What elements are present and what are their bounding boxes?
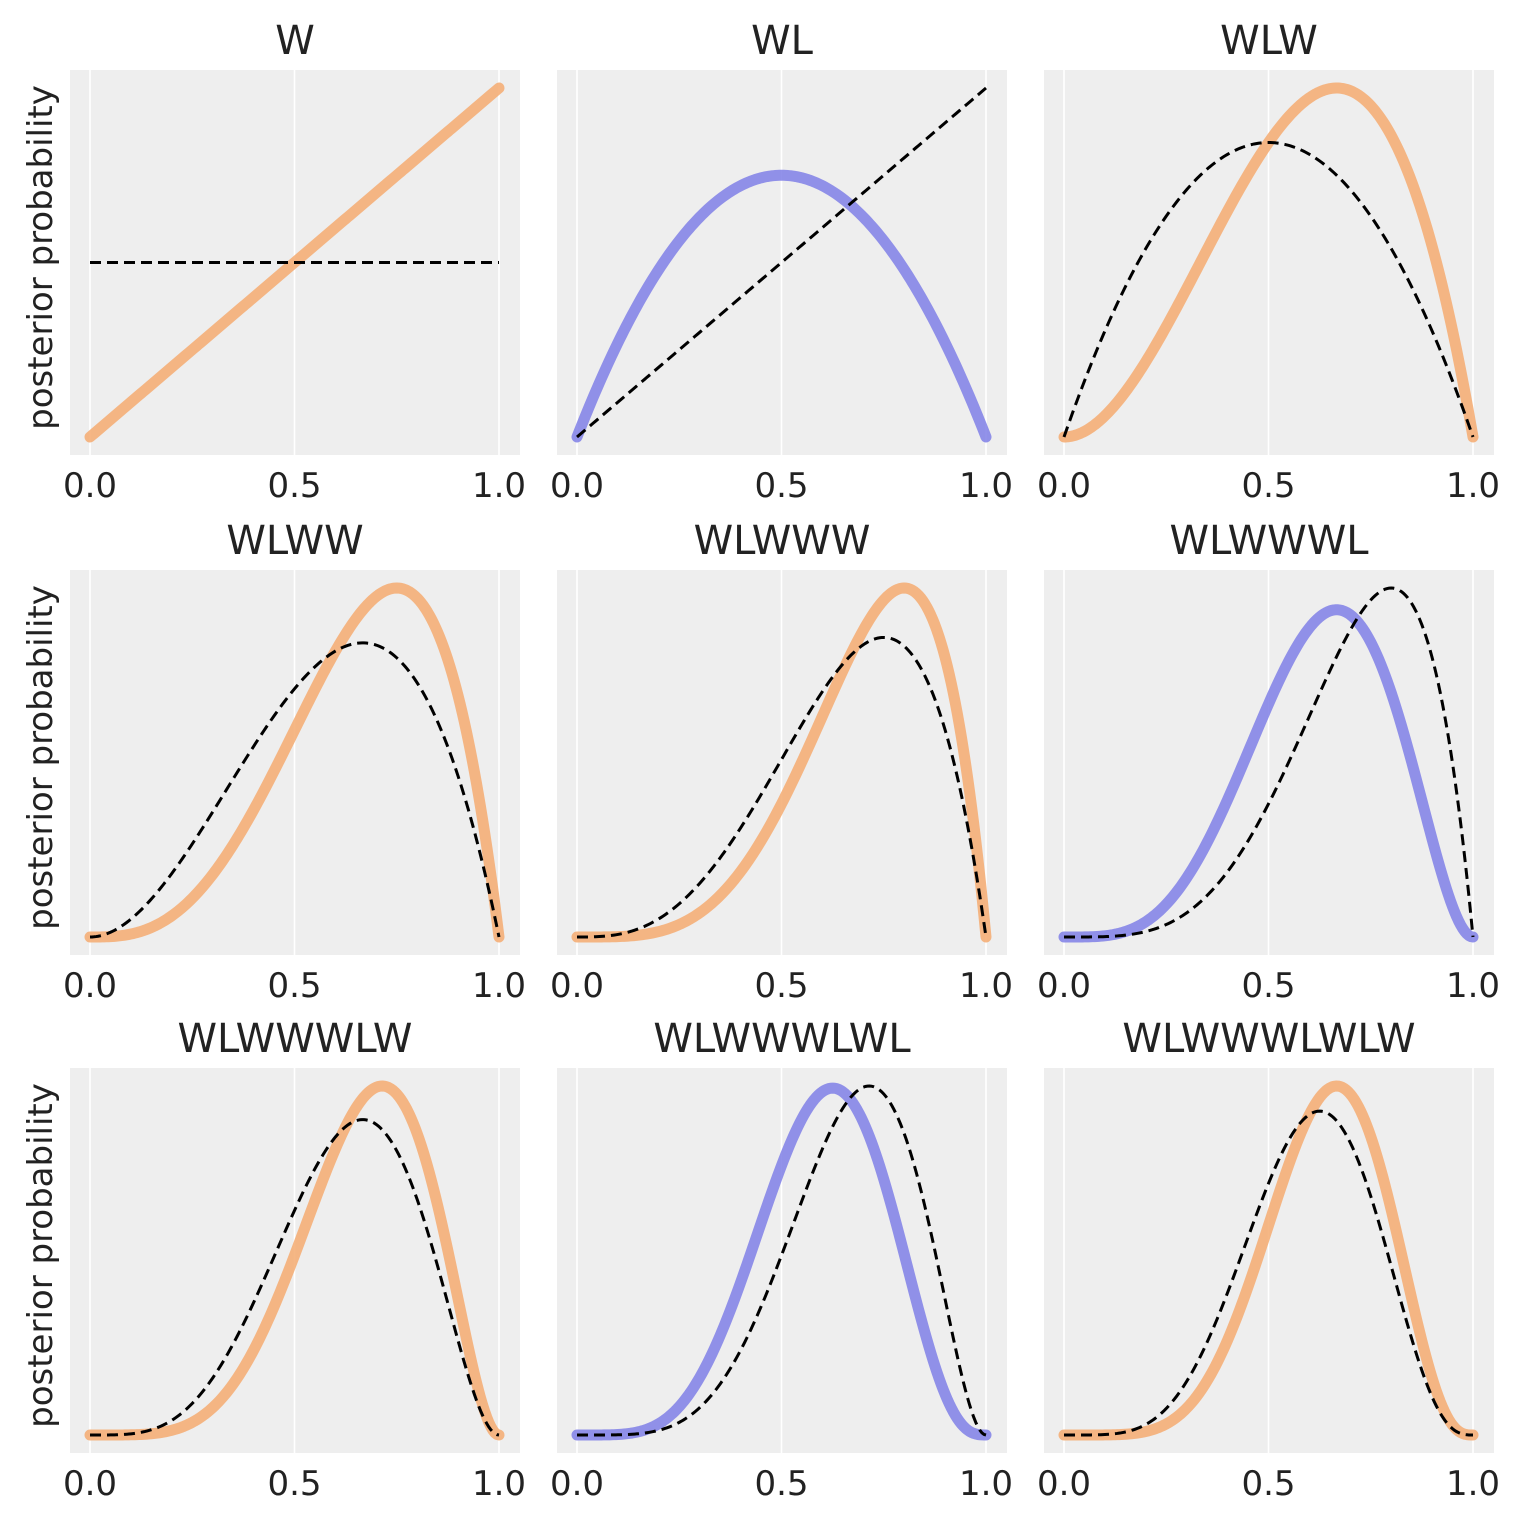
prior-dashed-curve — [1062, 141, 1475, 438]
subplot-title: WLW — [1220, 18, 1318, 64]
x-tick-label: 0.5 — [267, 1464, 321, 1504]
subplot-title: WLWWWLWL — [653, 1016, 911, 1062]
subplot-wlwww: 0.0 0.5 1.0 WLWWW — [550, 518, 1013, 1006]
subplot-title: WLWWWLW — [178, 1016, 413, 1062]
posterior-curve — [1058, 604, 1479, 943]
x-tick-label: 1.0 — [959, 466, 1013, 506]
x-tick-label: 0.5 — [267, 966, 321, 1006]
prior-dashed-curve — [89, 641, 501, 939]
y-axis-label: posterior probability — [21, 1083, 61, 1428]
subplot-title: WLWWWLWLW — [1122, 1016, 1415, 1062]
subplot-title: WLWW — [226, 518, 363, 564]
x-tick-label: 0.5 — [754, 1464, 808, 1504]
posterior-curve — [1058, 1080, 1479, 1441]
x-tick-label: 1.0 — [472, 466, 526, 506]
subplot-wlwwwlwlw: 0.0 0.5 1.0 WLWWWLWLW — [1037, 1016, 1500, 1504]
posterior-curve — [84, 582, 505, 943]
x-tick-label: 0.0 — [63, 1464, 117, 1504]
x-tick-label: 0.5 — [754, 466, 808, 506]
subplot-wlww: 0.0 0.5 1.0 WLWW posterior probability — [21, 518, 526, 1006]
subplot-title: W — [275, 18, 315, 64]
y-axis-label: posterior probability — [21, 85, 61, 430]
x-tick-label: 0.0 — [550, 466, 604, 506]
subplot-wl: 0.0 0.5 1.0 WL — [550, 18, 1013, 506]
x-tick-label: 0.0 — [1037, 966, 1091, 1006]
x-tick-label: 1.0 — [472, 966, 526, 1006]
x-tick-label: 0.0 — [1037, 466, 1091, 506]
posterior-curve — [571, 582, 992, 943]
posterior-curve — [571, 1082, 992, 1441]
prior-dashed-curve — [1064, 1109, 1474, 1437]
prior-dashed-curve — [577, 1084, 987, 1437]
prior-dashed-curve — [577, 635, 988, 939]
x-tick-label: 0.5 — [267, 466, 321, 506]
x-tick-label: 0.5 — [1241, 466, 1295, 506]
prior-dashed-curve — [90, 1118, 500, 1437]
x-tick-label: 0.0 — [63, 966, 117, 1006]
x-tick-label: 0.0 — [550, 1464, 604, 1504]
posterior-curve — [84, 1080, 505, 1441]
subplot-wlwwwlwl: 0.0 0.5 1.0 WLWWWLWL — [550, 1016, 1013, 1504]
y-axis-label: posterior probability — [21, 585, 61, 930]
prior-dashed-curve — [576, 86, 987, 439]
x-tick-label: 1.0 — [959, 1464, 1013, 1504]
subplot-title: WLWWWL — [1169, 518, 1369, 564]
x-tick-label: 0.0 — [63, 466, 117, 506]
x-tick-label: 0.5 — [1241, 1464, 1295, 1504]
subplot-title: WL — [751, 18, 814, 64]
x-tick-label: 1.0 — [1446, 466, 1500, 506]
x-tick-label: 0.5 — [754, 966, 808, 1006]
subplot-wlw: 0.0 0.5 1.0 WLW — [1037, 18, 1500, 506]
subplot-wlwwwl: 0.0 0.5 1.0 WLWWWL — [1037, 518, 1500, 1006]
subplot-wlwwwlw: 0.0 0.5 1.0 WLWWWLW posterior probability — [21, 1016, 526, 1504]
x-tick-label: 1.0 — [959, 966, 1013, 1006]
x-tick-label: 0.0 — [1037, 1464, 1091, 1504]
x-tick-label: 1.0 — [1446, 1464, 1500, 1504]
prior-dashed-curve — [1064, 586, 1475, 939]
posterior-curve — [571, 169, 992, 443]
x-tick-label: 0.0 — [550, 966, 604, 1006]
x-tick-label: 1.0 — [472, 1464, 526, 1504]
x-tick-label: 0.5 — [1241, 966, 1295, 1006]
subplot-title: WLWWW — [694, 518, 871, 564]
x-tick-label: 1.0 — [1446, 966, 1500, 1006]
